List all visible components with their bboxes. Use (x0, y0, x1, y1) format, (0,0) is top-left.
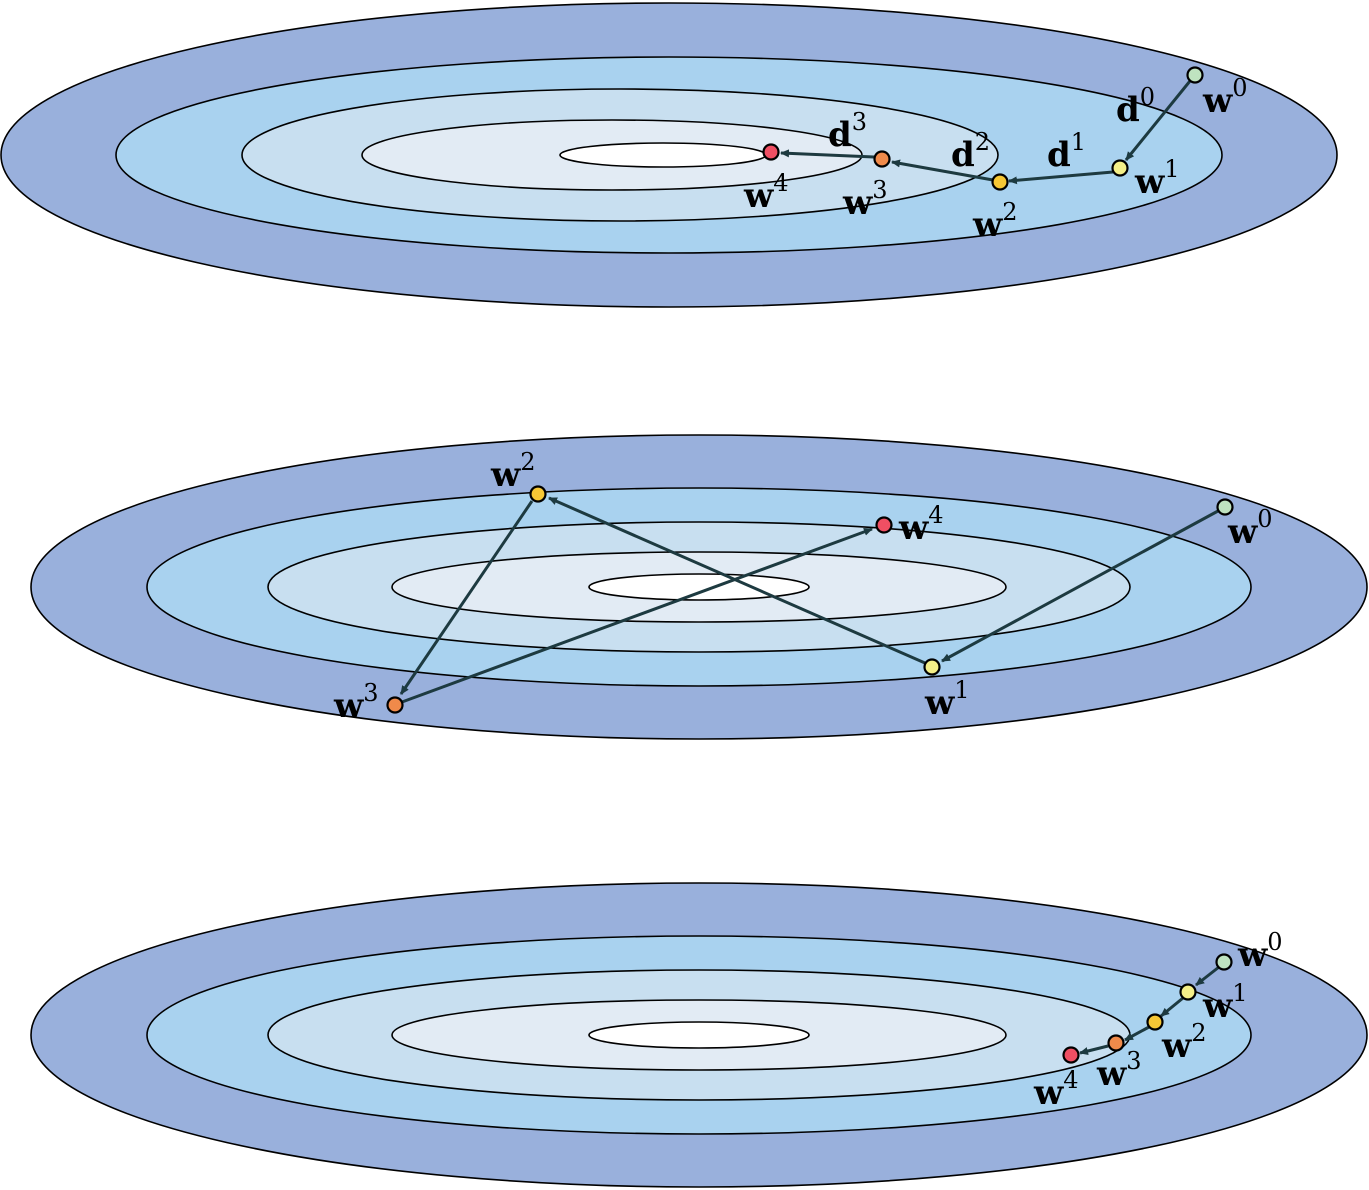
label-w3: w3 (1096, 1047, 1142, 1094)
label-w3: w3 (842, 176, 888, 223)
label-w4: w4 (898, 501, 944, 548)
step-arrow (941, 509, 1219, 663)
path-arrows-bottom (1079, 965, 1220, 1055)
iterate-point-w1 (1179, 983, 1197, 1001)
step-arrow (1079, 1044, 1109, 1055)
label-w1: w1 (1134, 155, 1180, 202)
iterate-labels-bottom: w0 w1 w2 w3 w4 (1033, 928, 1283, 1113)
label-w2: w2 (972, 198, 1018, 245)
path-arrows-top (780, 80, 1192, 185)
iterate-points-middle (386, 485, 1234, 714)
iterate-point-w0 (1216, 498, 1234, 516)
iterate-point-w3 (1107, 1034, 1125, 1052)
label-w2: w2 (1161, 1019, 1207, 1066)
iterate-point-w4 (1062, 1046, 1080, 1064)
contour-map-bottom (30, 882, 1368, 1188)
step-arrow (548, 496, 926, 665)
iterate-labels-middle: w0 w1 w2 w3 w4 (333, 448, 1273, 726)
label-w3: w3 (333, 679, 379, 726)
path-arrows-middle (399, 496, 1219, 704)
step-arrow (399, 500, 534, 695)
iterate-point-w2 (1146, 1013, 1164, 1031)
panel-bottom: w0 w1 w2 w3 w4 (30, 882, 1368, 1188)
step-arrow (1160, 996, 1184, 1018)
iterate-point-w4 (762, 143, 780, 161)
label-w0: w0 (1227, 505, 1273, 552)
label-d3: d3 (828, 108, 867, 155)
iterate-point-w1 (1111, 159, 1129, 177)
iterate-point-w0 (1186, 66, 1204, 84)
step-arrow (1124, 80, 1192, 161)
label-w4: w4 (1033, 1066, 1079, 1113)
iterate-points-bottom (1062, 953, 1233, 1064)
iterate-point-w4 (875, 516, 893, 534)
label-d1: d1 (1047, 128, 1086, 175)
step-arrow (1008, 170, 1114, 185)
contour-map-middle (30, 434, 1368, 740)
iterate-points-top (762, 66, 1204, 191)
label-d2: d2 (951, 128, 990, 175)
label-d0: d0 (1116, 83, 1155, 130)
step-arrow (1195, 965, 1220, 987)
panel-middle: w0 w1 w2 w3 w4 (30, 434, 1368, 740)
step-arrow (401, 527, 873, 704)
label-w0: w0 (1202, 74, 1248, 121)
label-w0: w0 (1237, 928, 1283, 975)
iterate-point-w3 (386, 696, 404, 714)
panel-top: w0 w1 w2 w3 w4 d0 d1 d2 d3 (0, 2, 1338, 308)
contour-ring-center (588, 1021, 810, 1049)
label-w1: w1 (924, 676, 970, 723)
iterate-point-w2 (529, 485, 547, 503)
iterate-labels-top: w0 w1 w2 w3 w4 (743, 74, 1248, 245)
step-arrow (891, 159, 994, 182)
label-w1: w1 (1202, 979, 1248, 1026)
contour-map-top (0, 2, 1338, 308)
step-arrow (1124, 1025, 1150, 1042)
iterate-point-w2 (991, 173, 1009, 191)
iterate-point-w0 (1215, 953, 1233, 971)
direction-labels-top: d0 d1 d2 d3 (828, 83, 1155, 175)
label-w2: w2 (490, 448, 536, 495)
iterate-point-w3 (873, 150, 891, 168)
contour-ring-center (588, 573, 810, 601)
iterate-point-w1 (923, 658, 941, 676)
label-w4: w4 (743, 169, 789, 216)
contour-ring-center (559, 142, 767, 168)
step-arrow (780, 149, 875, 159)
